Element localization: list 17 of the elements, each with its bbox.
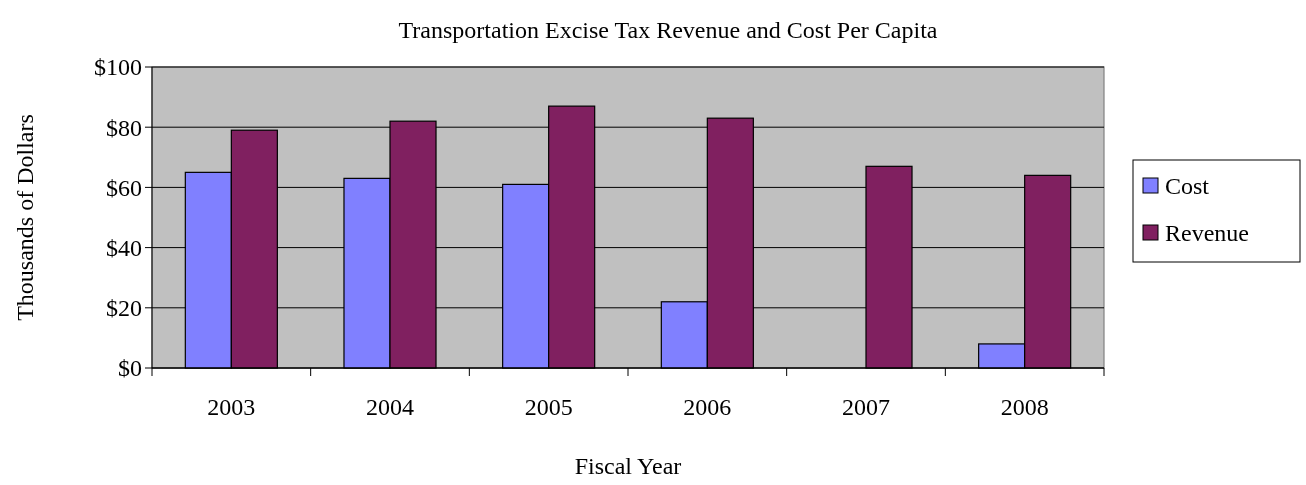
x-tick-label: 2008 (1000, 394, 1049, 420)
y-tick-label: $40 (106, 235, 142, 261)
y-axis-title: Thousands of Dollars (12, 114, 38, 321)
x-tick-label: 2004 (366, 394, 414, 420)
x-axis-title: Fiscal Year (574, 453, 682, 479)
y-tick-label: $60 (106, 174, 142, 201)
y-tick-label: $20 (106, 295, 142, 322)
legend-label: Revenue (1165, 220, 1249, 247)
x-tick-label: 2003 (207, 394, 256, 420)
x-tick-label: 2007 (842, 394, 890, 420)
x-tick-label: 2006 (683, 394, 732, 420)
chart-title: Transportation Excise Tax Revenue and Cost Per Capita (398, 17, 938, 43)
y-tick-label: $100 (94, 54, 142, 81)
legend-label: Cost (1165, 173, 1210, 200)
x-tick-label: 2005 (524, 394, 573, 420)
y-tick-label: $80 (106, 114, 142, 141)
y-tick-label: $0 (118, 355, 142, 382)
